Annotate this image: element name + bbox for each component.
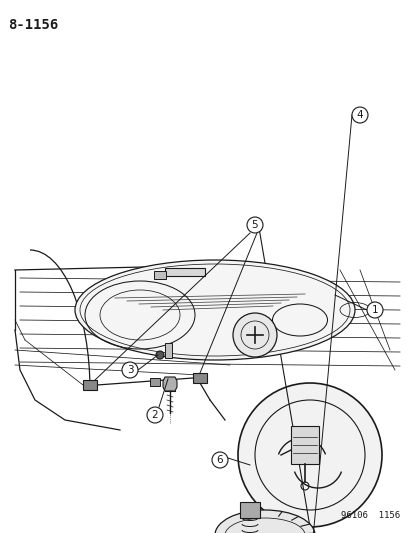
Circle shape [122, 362, 138, 378]
Bar [150, 378, 159, 386]
Text: 8-1156: 8-1156 [8, 18, 58, 32]
Circle shape [351, 107, 367, 123]
Circle shape [211, 452, 228, 468]
Bar [83, 380, 97, 390]
Circle shape [366, 302, 382, 318]
Polygon shape [165, 268, 204, 276]
Ellipse shape [75, 260, 354, 360]
Polygon shape [163, 377, 177, 391]
Bar [290, 426, 318, 464]
Text: 6: 6 [216, 455, 223, 465]
Circle shape [233, 313, 276, 357]
Bar [192, 373, 206, 383]
Text: 4: 4 [356, 110, 363, 120]
Circle shape [237, 383, 381, 527]
Circle shape [147, 407, 163, 423]
Text: 2: 2 [151, 410, 158, 420]
Circle shape [247, 217, 262, 233]
Text: 5: 5 [251, 220, 258, 230]
Ellipse shape [214, 510, 314, 533]
Text: 1: 1 [371, 305, 377, 315]
Circle shape [156, 351, 164, 359]
Bar [165, 343, 171, 358]
Bar [154, 271, 166, 279]
Text: 96106  1156: 96106 1156 [340, 511, 399, 520]
Bar [240, 502, 259, 518]
Text: 3: 3 [126, 365, 133, 375]
